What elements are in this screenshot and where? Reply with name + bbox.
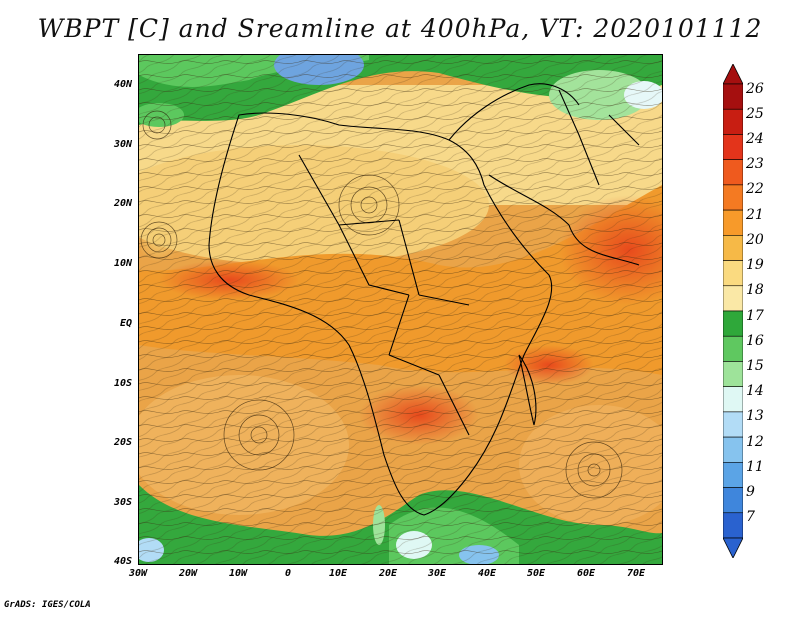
lon-label: 50E bbox=[526, 568, 546, 579]
map-title: WBPT [C] and Sreamline at 400hPa, VT: 20… bbox=[37, 14, 763, 43]
lon-label: 0 bbox=[284, 568, 292, 579]
colorbar-label: 21 bbox=[746, 206, 764, 223]
colorbar-label: 20 bbox=[746, 231, 764, 248]
lon-label: 40E bbox=[477, 568, 497, 579]
colorbar-swatch bbox=[723, 209, 743, 236]
lon-label: 20E bbox=[378, 568, 398, 579]
colorbar-swatch bbox=[723, 108, 743, 135]
lat-label: 20N bbox=[113, 198, 132, 209]
lat-label: 40S bbox=[113, 556, 132, 567]
colorbar bbox=[723, 64, 743, 558]
lat-label: EQ bbox=[119, 318, 132, 329]
lat-label: 40N bbox=[113, 79, 132, 90]
lat-label: 30S bbox=[113, 497, 132, 508]
colorbar-label: 17 bbox=[746, 307, 764, 324]
colorbar-swatch bbox=[723, 436, 743, 463]
colorbar-label: 9 bbox=[746, 484, 755, 501]
colorbar-swatch bbox=[723, 235, 743, 261]
lon-label: 70E bbox=[626, 568, 646, 579]
lat-label: 20S bbox=[113, 437, 132, 448]
colorbar-swatch bbox=[723, 462, 743, 488]
colorbar-swatch bbox=[723, 411, 743, 438]
colorbar-swatch bbox=[723, 361, 743, 387]
colorbar-swatch bbox=[723, 335, 743, 362]
lon-label: 10W bbox=[228, 568, 248, 579]
colorbar-swatch bbox=[723, 386, 743, 413]
lon-label: 10E bbox=[328, 568, 348, 579]
colorbar-label: 18 bbox=[746, 282, 764, 299]
colorbar-label: 12 bbox=[746, 433, 764, 450]
lat-label: 10N bbox=[113, 258, 132, 269]
colorbar-label: 11 bbox=[746, 458, 764, 475]
lon-label: 30E bbox=[427, 568, 447, 579]
colorbar-label: 15 bbox=[746, 357, 764, 374]
lon-label: 20W bbox=[178, 568, 198, 579]
lon-label: 60E bbox=[576, 568, 596, 579]
colorbar-swatch bbox=[723, 512, 743, 539]
colorbar-label: 14 bbox=[746, 383, 764, 400]
map-panel bbox=[138, 54, 663, 565]
credit-text: GrADS: IGES/COLA bbox=[4, 600, 91, 610]
colorbar-label: 23 bbox=[746, 156, 764, 173]
colorbar-swatch bbox=[723, 285, 743, 312]
colorbar-label: 24 bbox=[746, 130, 764, 147]
colorbar-top-arrow bbox=[723, 64, 743, 85]
colorbar-swatch bbox=[723, 83, 743, 110]
lon-label: 30W bbox=[128, 568, 148, 579]
colorbar-swatch bbox=[723, 310, 743, 337]
colorbar-label: 26 bbox=[746, 80, 764, 97]
colorbar-swatch bbox=[723, 134, 743, 160]
colorbar-label: 13 bbox=[746, 408, 764, 425]
lat-label: 30N bbox=[113, 139, 132, 150]
colorbar-label: 22 bbox=[746, 181, 764, 198]
field-plot bbox=[139, 55, 662, 564]
colorbar-label: 7 bbox=[746, 509, 755, 526]
colorbar-swatch bbox=[723, 260, 743, 287]
colorbar-swatch bbox=[723, 487, 743, 514]
colorbar-label: 19 bbox=[746, 257, 764, 274]
colorbar-label: 25 bbox=[746, 105, 764, 122]
colorbar-bottom-arrow bbox=[723, 537, 743, 558]
colorbar-label: 16 bbox=[746, 332, 764, 349]
lat-label: 10S bbox=[113, 378, 132, 389]
colorbar-swatch bbox=[723, 184, 743, 211]
colorbar-swatch bbox=[723, 159, 743, 186]
